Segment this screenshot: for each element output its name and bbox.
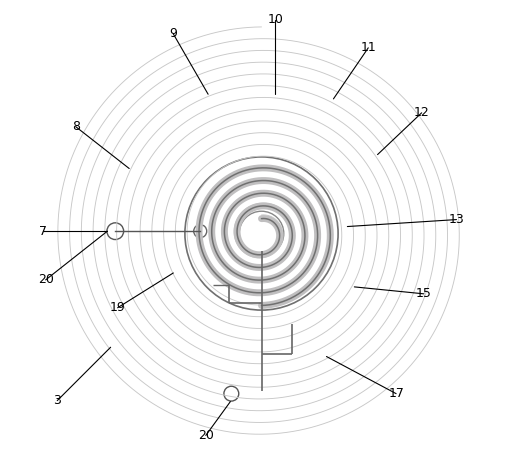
Circle shape: [239, 211, 284, 256]
Text: 7: 7: [39, 225, 47, 238]
Text: 8: 8: [72, 120, 80, 133]
Circle shape: [224, 386, 239, 401]
Text: 3: 3: [53, 394, 61, 407]
Circle shape: [107, 223, 123, 240]
Text: 20: 20: [198, 429, 214, 442]
Circle shape: [194, 225, 207, 238]
Text: 15: 15: [416, 287, 432, 300]
Text: 12: 12: [414, 106, 429, 119]
Text: 19: 19: [110, 301, 126, 314]
Text: 17: 17: [388, 387, 404, 400]
Text: 13: 13: [449, 213, 464, 226]
Text: 20: 20: [38, 273, 53, 286]
Text: 9: 9: [169, 28, 177, 40]
Text: 10: 10: [267, 14, 283, 27]
Text: 11: 11: [360, 41, 376, 54]
